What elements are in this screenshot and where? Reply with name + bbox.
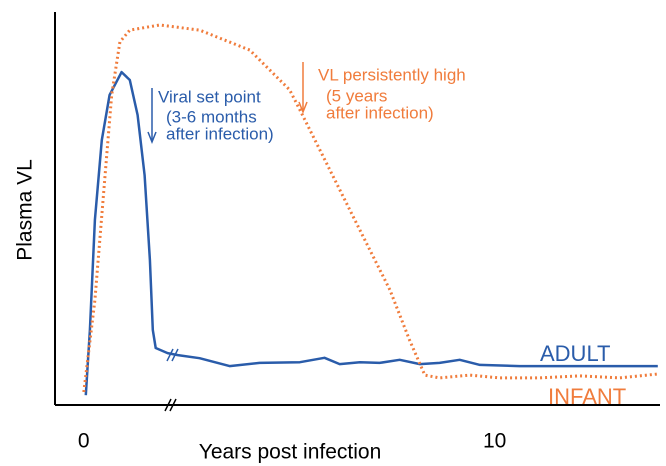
y-axis-label: Plasma VL <box>14 159 37 261</box>
annotation: VL persistently high <box>318 65 466 84</box>
series-label: INFANT <box>548 384 626 409</box>
x-tick-label: 0 <box>78 430 90 453</box>
series-line <box>84 70 658 396</box>
annotation: (5 years <box>326 86 387 105</box>
annotation: after infection) <box>166 124 274 143</box>
annotation: Viral set point <box>158 87 261 106</box>
annotation: after infection) <box>326 103 434 122</box>
arrow-head <box>147 131 157 145</box>
axis-break <box>164 348 179 412</box>
arrow-head <box>298 101 308 115</box>
series-label: ADULT <box>540 341 611 366</box>
annotation: (3-6 months <box>166 107 257 126</box>
x-tick-label: 10 <box>483 430 506 453</box>
x-axis-label: Years post infection <box>199 441 382 464</box>
